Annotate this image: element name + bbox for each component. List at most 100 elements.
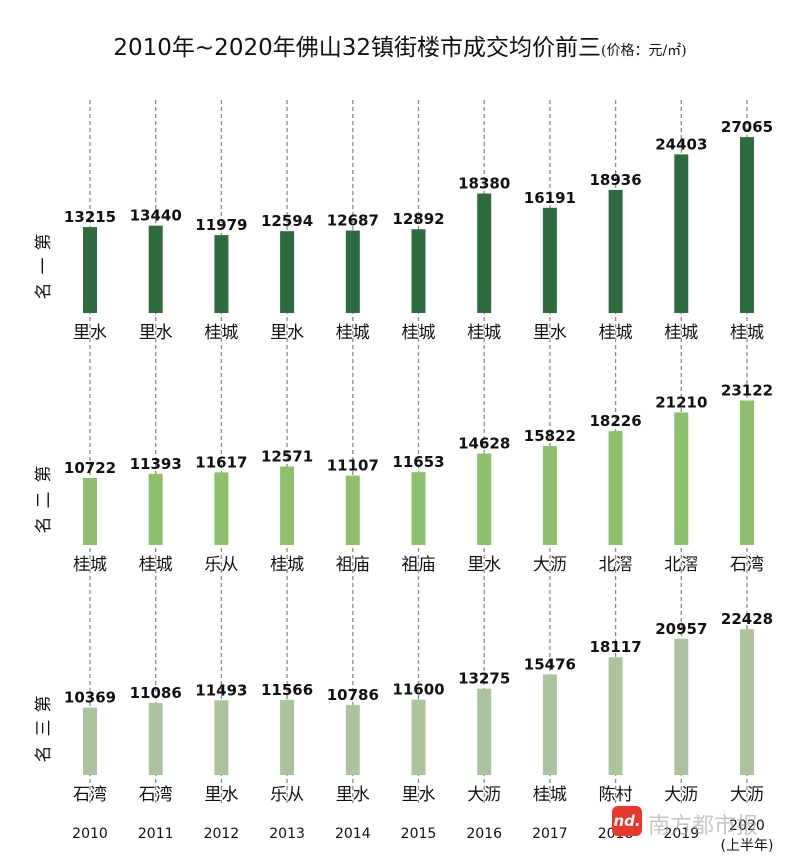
rank-label-1-char-3: 名 [34, 283, 54, 300]
bar-rank2-2014 [345, 475, 360, 545]
rank-label-1-char-1: 第 [34, 234, 54, 251]
bar-rank1-2011 [148, 225, 163, 313]
value-label-rank3-2019: 20957 [655, 620, 707, 638]
bar-rank2-2017 [542, 446, 557, 545]
town-label-rank1-2017: 里水 [533, 323, 567, 343]
town-label-rank3-2011: 石湾 [139, 785, 173, 805]
town-label-rank1-2014: 桂城 [336, 323, 370, 343]
bar-rank3-2018 [608, 657, 623, 775]
bar-rank1-2018 [608, 189, 623, 313]
town-label-rank1-2012: 桂城 [204, 323, 238, 343]
town-label-rank2-2010: 桂城 [73, 555, 107, 575]
town-label-rank3-2016: 大沥 [467, 785, 501, 805]
rank-label-3-char-3: 名 [34, 746, 54, 763]
bar-rank1-2015 [411, 229, 426, 313]
year-label-2019: 2019 [663, 826, 699, 842]
town-label-rank2-2017: 大沥 [533, 555, 567, 575]
rank-label-2-char-3: 名 [34, 517, 54, 534]
town-label-rank3-2013: 乐从 [270, 785, 304, 805]
town-label-rank3-2010: 石湾 [73, 785, 107, 805]
bar-rank2-2018 [608, 431, 623, 545]
value-label-rank2-2015: 11653 [392, 453, 444, 471]
bar-rank1-2014 [345, 230, 360, 313]
value-label-rank3-2011: 11086 [130, 684, 182, 702]
value-label-rank3-2016: 13275 [458, 670, 510, 688]
value-label-rank3-2012: 11493 [195, 681, 247, 699]
bar-rank1-2012 [214, 235, 229, 313]
bar-rank3-2014 [345, 704, 360, 775]
bar-rank2-2020 [740, 400, 754, 545]
value-label-rank2-2010: 10722 [64, 459, 116, 477]
bar-rank2-2012 [214, 472, 229, 545]
town-label-rank3-2014: 里水 [336, 785, 370, 805]
rank-label-3-char-1: 第 [34, 696, 54, 713]
town-label-rank3-2015: 里水 [402, 785, 436, 805]
town-label-rank2-2019: 北滘 [664, 555, 698, 575]
town-label-rank2-2013: 桂城 [270, 555, 304, 575]
bar-rank3-2015 [411, 699, 426, 775]
town-label-rank1-2015: 桂城 [402, 323, 436, 343]
town-label-rank3-2012: 里水 [204, 785, 238, 805]
bar-rank2-2016 [477, 453, 492, 545]
town-label-rank1-2010: 里水 [73, 323, 107, 343]
rank-label-2-char-2: 二 [34, 492, 54, 509]
value-label-rank1-2013: 12594 [261, 212, 313, 230]
town-label-rank1-2013: 里水 [270, 323, 304, 343]
value-label-rank2-2020: 23122 [721, 381, 773, 399]
year-label-2017: 2017 [532, 826, 568, 842]
year-label-2013: 2013 [269, 826, 305, 842]
bar-rank3-2013 [280, 699, 295, 775]
bar-rank1-2017 [542, 207, 557, 313]
bar-rank2-2019 [674, 412, 689, 545]
town-label-rank1-2019: 桂城 [664, 323, 698, 343]
town-label-rank3-2017: 桂城 [533, 785, 567, 805]
value-label-rank1-2020: 27065 [721, 118, 773, 136]
town-label-rank2-2015: 祖庙 [402, 555, 436, 575]
bar-rank1-2019 [674, 154, 689, 313]
rank-label-1-char-2: 一 [34, 258, 54, 275]
bar-rank3-2017 [542, 674, 557, 775]
value-label-rank1-2015: 12892 [392, 210, 444, 228]
value-label-rank2-2013: 12571 [261, 447, 313, 465]
value-label-rank2-2017: 15822 [524, 427, 576, 445]
chart-title-main: 2010年~2020年佛山32镇街楼市成交均价前三 [113, 35, 601, 61]
town-label-rank2-2011: 桂城 [139, 555, 173, 575]
value-label-rank3-2014: 10786 [327, 686, 379, 704]
value-label-rank3-2010: 10369 [64, 689, 116, 707]
publisher-logo: nd. [612, 806, 642, 836]
value-label-rank2-2016: 14628 [458, 435, 510, 453]
value-label-rank2-2019: 21210 [655, 393, 707, 411]
year-note-2020: (上半年) [721, 838, 774, 854]
value-label-rank1-2017: 16191 [524, 189, 576, 207]
bar-rank3-2012 [214, 700, 229, 775]
bar-rank1-2010 [83, 227, 97, 313]
value-label-rank2-2014: 11107 [327, 457, 379, 475]
town-label-rank1-2016: 桂城 [467, 323, 501, 343]
value-label-rank2-2018: 18226 [590, 412, 642, 430]
town-label-rank1-2011: 里水 [139, 323, 173, 343]
bar-rank2-2013 [280, 466, 295, 545]
value-label-rank3-2018: 18117 [590, 638, 642, 656]
value-label-rank3-2013: 11566 [261, 681, 313, 699]
value-label-rank2-2011: 11393 [130, 455, 182, 473]
value-label-rank1-2012: 11979 [195, 216, 247, 234]
year-label-2011: 2011 [138, 826, 174, 842]
value-label-rank2-2012: 11617 [195, 453, 247, 471]
value-label-rank3-2015: 11600 [392, 681, 444, 699]
chart-unit: (价格：元/㎡) [600, 43, 687, 59]
watermark-text: 南方都市报 [648, 814, 759, 839]
year-label-2010: 2010 [72, 826, 108, 842]
year-label-2015: 2015 [401, 826, 437, 842]
bar-rank3-2010 [83, 707, 97, 775]
rank-label-3-char-2: 三 [34, 720, 54, 737]
bar-rank2-2010 [83, 477, 97, 545]
bar-rank2-2015 [411, 472, 426, 545]
value-label-rank3-2017: 15476 [524, 655, 576, 673]
town-label-rank2-2020: 石湾 [730, 555, 764, 575]
bar-rank1-2020 [740, 137, 754, 313]
value-label-rank1-2011: 13440 [130, 207, 182, 225]
value-label-rank1-2016: 18380 [458, 175, 510, 193]
bar-rank3-2011 [148, 702, 163, 775]
town-label-rank2-2018: 北滘 [599, 555, 633, 575]
